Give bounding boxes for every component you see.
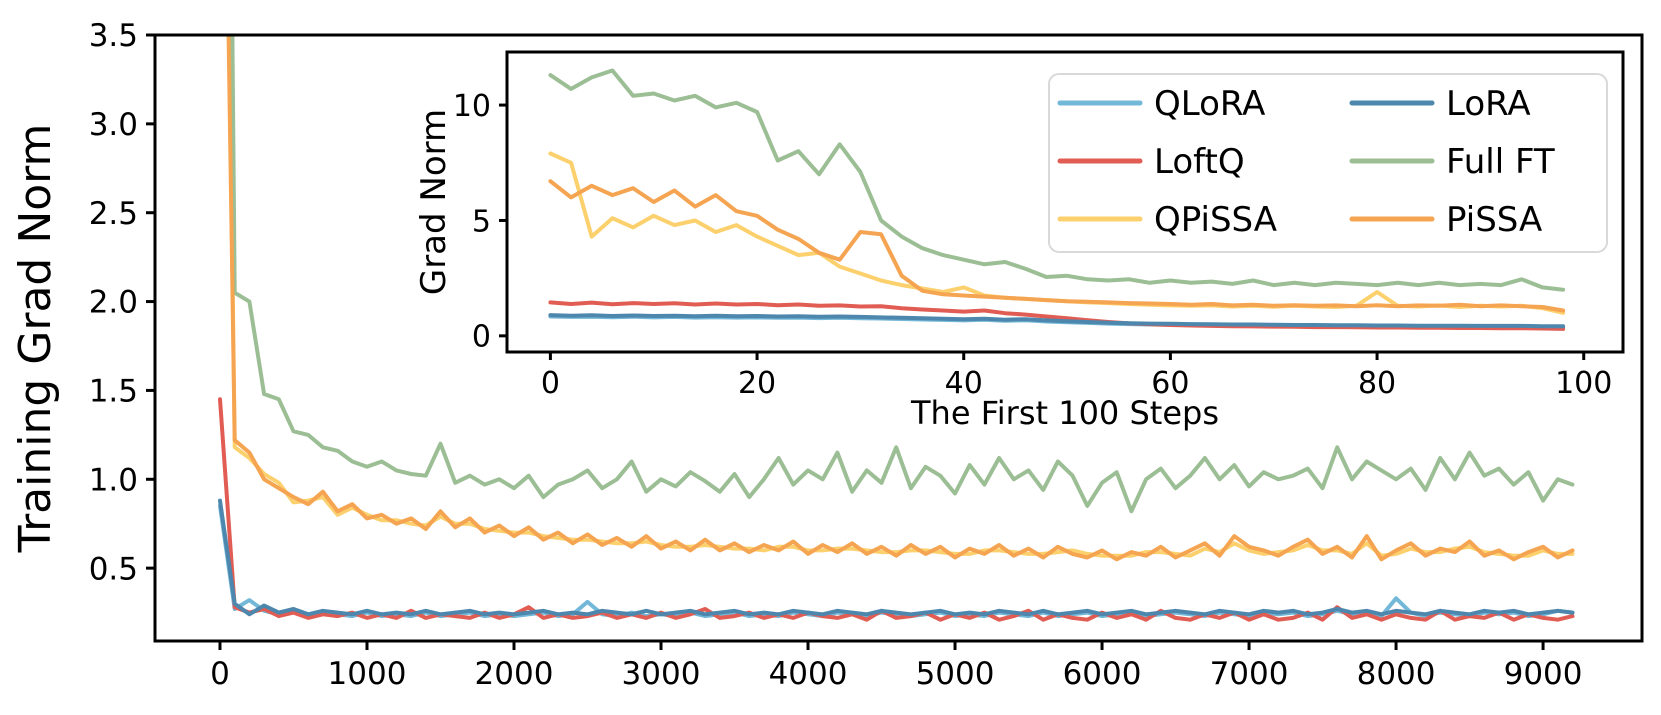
main-y-axis-label: Training Grad Norm	[10, 123, 61, 553]
main-x-tick-label: 5000	[916, 656, 995, 692]
inset-axes-frame	[505, 50, 1625, 354]
main-y-tick-label: 3.5	[89, 18, 138, 54]
main-x-tick-label: 2000	[475, 656, 554, 692]
inset-line-pissa	[548, 179, 1566, 313]
main-ticks: 0 1000 2000 3000 4000 5000 6000 7000 8000 90000.5…	[89, 18, 1583, 692]
inset-ticks: 0 20 40 60 80 100 0 5 10	[453, 89, 1613, 401]
main-y-tick-label: 2.5	[89, 196, 138, 232]
main-x-tick-label: 1000	[328, 656, 407, 692]
inset-x-tick-label: 100	[1555, 366, 1612, 401]
main-axes-frame	[153, 33, 1644, 643]
inset-x-tick-label: 20	[738, 366, 776, 401]
main-y-tick-label: 2.0	[89, 285, 138, 321]
main-y-tick-label: 0.5	[89, 551, 138, 587]
inset-y-tick-label: 10	[453, 89, 491, 124]
legend-box	[1048, 73, 1608, 253]
inset-x-tick-label: 40	[945, 366, 983, 401]
inset-series-group	[548, 68, 1566, 331]
main-line-full_ft	[230, 35, 1575, 514]
main-line-loftq	[218, 397, 1575, 622]
legend-label-qpissa: QPiSSA	[1154, 200, 1277, 240]
inset-x-tick-label: 80	[1358, 366, 1396, 401]
main-y-tick-label: 3.0	[89, 107, 138, 143]
inset-y-tick-label: 0	[472, 320, 491, 355]
legend-label-pissa: PiSSA	[1446, 200, 1542, 240]
main-line-qlora	[218, 503, 1575, 619]
main-line-lora	[218, 498, 1575, 617]
main-y-tick-label: 1.0	[89, 462, 138, 498]
main-x-tick-label: 7000	[1210, 656, 1289, 692]
main-series-group	[218, 35, 1575, 622]
main-line-pissa	[226, 35, 1575, 562]
main-x-tick-label: 9000	[1504, 656, 1583, 692]
main-x-tick-label: 0	[210, 656, 230, 692]
legend-label-lora: LoRA	[1446, 84, 1531, 124]
main-y-tick-label: 1.5	[89, 374, 138, 410]
legend-label-full_ft: Full FT	[1446, 142, 1555, 182]
main-x-tick-label: 6000	[1063, 656, 1142, 692]
inset-x-tick-label: 60	[1151, 366, 1189, 401]
main-x-tick-label: 3000	[622, 656, 701, 692]
inset-y-tick-label: 5	[472, 204, 491, 239]
legend-label-loftq: LoftQ	[1154, 142, 1245, 182]
legend: QLoRA LoftQ QPiSSA LoRA Full FT PiSSA	[1048, 73, 1608, 253]
inset-x-tick-label: 0	[541, 366, 560, 401]
inset-line-loftq	[548, 300, 1566, 331]
inset-line-lora	[548, 313, 1566, 329]
inset-line-full_ft	[548, 68, 1566, 292]
legend-label-qlora: QLoRA	[1154, 84, 1265, 124]
main-x-tick-label: 8000	[1357, 656, 1436, 692]
inset-x-axis-label: The First 100 Steps	[911, 394, 1219, 432]
inset-y-axis-label: Grad Norm	[414, 108, 454, 296]
main-x-tick-label: 4000	[769, 656, 848, 692]
